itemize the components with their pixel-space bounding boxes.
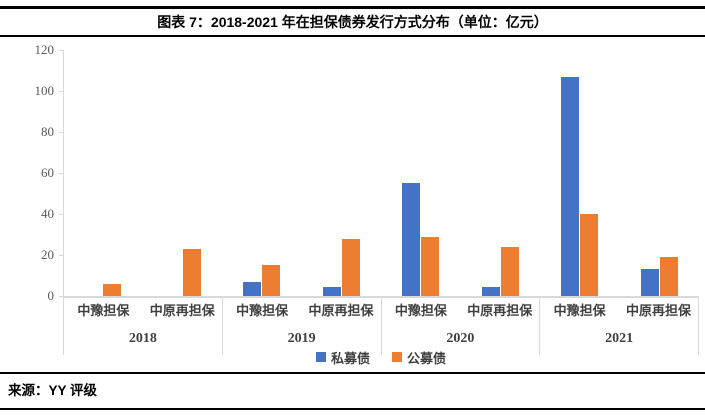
y-axis-tick-label: 120 <box>34 42 55 57</box>
y-axis-tick-label: 60 <box>41 165 54 180</box>
bar-public <box>341 238 360 296</box>
category-cell <box>461 50 541 296</box>
category-cell <box>540 50 620 296</box>
category-cell <box>302 50 382 296</box>
x-axis-labels: 中豫担保 中原再担保 2018 中豫担保 中原再担保 2019 中豫担保 中原再担保 2020 中… <box>63 298 699 355</box>
bar-public <box>103 283 122 296</box>
category-label: 中豫担保 <box>77 303 130 318</box>
y-axis-tick-label: 40 <box>41 206 54 221</box>
category-label: 中豫担保 <box>394 303 447 318</box>
bottom-rule <box>0 408 705 410</box>
year-group <box>381 50 540 296</box>
y-axis-tick-mark <box>59 173 63 174</box>
bar-private <box>481 286 500 296</box>
legend-item-private: 私募债 <box>315 348 370 367</box>
y-axis-tick-mark <box>59 214 63 215</box>
year-group <box>540 50 699 296</box>
category-cell <box>381 50 461 296</box>
plot-area <box>63 50 699 298</box>
bar-private <box>402 183 421 296</box>
category-label-row: 中豫担保 中原再担保 <box>64 298 222 327</box>
bar-chart: 0 20 40 60 80 100 120 中豫担保 中原再担保 2018 中豫担保 中原再担保 201… <box>0 37 705 372</box>
year-label: 2020 <box>446 331 475 346</box>
y-axis-tick-mark <box>59 50 63 51</box>
category-cell <box>620 50 700 296</box>
source-note: 来源：YY 评级 <box>8 383 98 398</box>
y-axis-tick-label: 20 <box>41 247 54 262</box>
title-rule <box>0 35 705 37</box>
bar-public <box>580 214 599 296</box>
year-label: 2018 <box>128 331 157 346</box>
category-label: 中原再担保 <box>308 303 374 318</box>
bar-private <box>561 76 580 296</box>
bar-public <box>659 257 678 296</box>
category-cell <box>222 50 302 296</box>
legend-swatch-icon <box>315 352 326 362</box>
year-label: 2019 <box>287 331 316 346</box>
group-label-block: 中豫担保 中原再担保 2021 <box>539 298 699 355</box>
bar-public <box>182 248 201 296</box>
y-axis-tick-label: 80 <box>41 124 54 139</box>
group-label-block: 中豫担保 中原再担保 2018 <box>63 298 222 355</box>
y-axis-tick-label: 100 <box>34 83 55 98</box>
bar-public <box>421 236 440 296</box>
category-cell <box>63 50 143 296</box>
category-label-row: 中豫担保 中原再担保 <box>382 298 540 327</box>
legend-label: 公募债 <box>407 350 447 366</box>
bar-public <box>262 265 281 296</box>
y-axis-tick-mark <box>59 255 63 256</box>
category-label: 中原再担保 <box>149 303 215 318</box>
category-label: 中原再担保 <box>467 303 533 318</box>
bar-private <box>243 281 262 296</box>
category-label-row: 中豫担保 中原再担保 <box>540 298 698 327</box>
y-axis-line <box>63 50 64 296</box>
legend: 私募债 公募债 <box>63 347 699 367</box>
legend-label: 私募债 <box>330 350 370 366</box>
year-group <box>222 50 381 296</box>
legend-swatch-icon <box>392 352 402 362</box>
bar-public <box>500 246 519 296</box>
group-label-block: 中豫担保 中原再担保 2019 <box>221 298 381 355</box>
chart-title: 图表 7：2018-2021 年在担保债券发行方式分布（单位：亿元） <box>157 14 548 30</box>
year-label: 2021 <box>605 331 634 346</box>
y-axis-tick-mark <box>59 132 63 133</box>
year-group <box>63 50 222 296</box>
top-rule <box>0 6 705 9</box>
category-cell <box>143 50 223 296</box>
source-top-rule <box>0 372 705 374</box>
category-label: 中豫担保 <box>236 303 289 318</box>
group-label-block: 中豫担保 中原再担保 2020 <box>380 298 540 355</box>
bar-private <box>322 286 341 296</box>
legend-item-public: 公募债 <box>392 348 446 367</box>
category-label: 中原再担保 <box>626 303 692 318</box>
bar-private <box>640 269 659 296</box>
category-label: 中豫担保 <box>553 303 606 318</box>
y-axis-tick-mark <box>59 91 63 92</box>
y-axis-tick-label: 0 <box>47 288 55 303</box>
category-label-row: 中豫担保 中原再担保 <box>223 298 381 327</box>
y-axis-tick-mark <box>59 296 63 297</box>
